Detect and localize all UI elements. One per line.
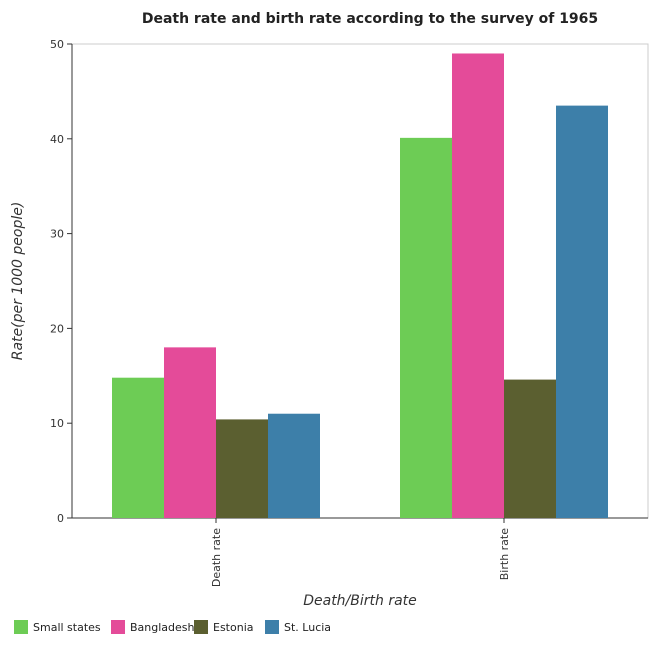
x-axis: Death rate Birth rate xyxy=(72,518,648,587)
legend-label: St. Lucia xyxy=(284,621,331,634)
legend-label: Small states xyxy=(33,621,101,634)
bar-st-lucia-death-rate xyxy=(268,414,320,518)
x-tick-label: Birth rate xyxy=(498,528,511,580)
bar-estonia-birth-rate xyxy=(504,380,556,518)
bar-bangladesh-birth-rate xyxy=(452,53,504,518)
bars xyxy=(112,53,608,518)
bar-small-states-death-rate xyxy=(112,378,164,518)
legend-swatch xyxy=(111,620,125,634)
bar-estonia-death-rate xyxy=(216,419,268,518)
y-tick-label: 50 xyxy=(50,38,64,51)
y-axis: 0 10 20 30 40 50 xyxy=(50,38,72,525)
bar-bangladesh-death-rate xyxy=(164,347,216,518)
legend: Small states Bangladesh Estonia St. Lucia xyxy=(14,620,331,634)
legend-swatch xyxy=(265,620,279,634)
bar-st-lucia-birth-rate xyxy=(556,106,608,518)
legend-label: Bangladesh xyxy=(130,621,195,634)
legend-swatch xyxy=(14,620,28,634)
bar-small-states-birth-rate xyxy=(400,138,452,518)
legend-swatch xyxy=(194,620,208,634)
y-tick-label: 30 xyxy=(50,228,64,241)
legend-label: Estonia xyxy=(213,621,254,634)
y-axis-label: Rate(per 1000 people) xyxy=(10,202,26,361)
y-tick-label: 10 xyxy=(50,417,64,430)
x-axis-label: Death/Birth rate xyxy=(303,593,417,609)
chart-title: Death rate and birth rate according to t… xyxy=(142,11,598,27)
y-tick-label: 0 xyxy=(57,512,64,525)
y-tick-label: 40 xyxy=(50,133,64,146)
x-tick-label: Death rate xyxy=(210,528,223,587)
y-tick-label: 20 xyxy=(50,322,64,335)
